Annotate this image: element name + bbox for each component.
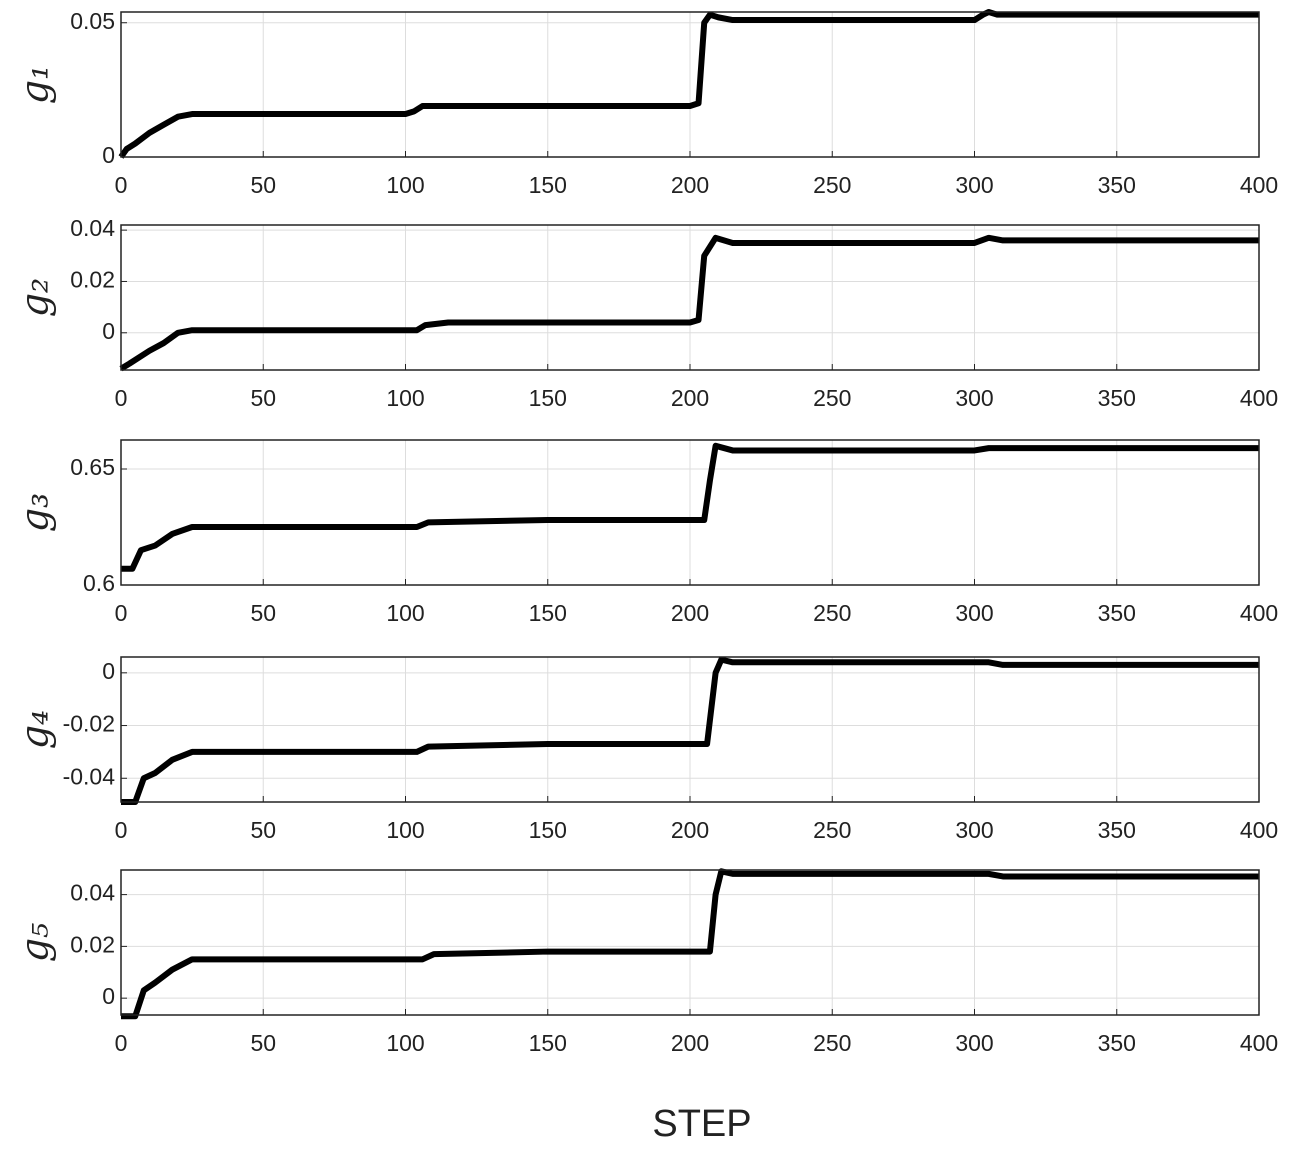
x-tick-label: 400 — [1240, 817, 1278, 843]
x-tick-label: 250 — [813, 385, 851, 411]
x-tick-label: 250 — [813, 817, 851, 843]
y-tick-label: 0.02 — [70, 931, 115, 957]
x-axis-label: STEP — [652, 1103, 751, 1145]
y-axis-label: g₅ — [13, 923, 57, 963]
y-tick-label: 0.65 — [70, 454, 115, 480]
y-tick-label: 0.05 — [70, 8, 115, 34]
x-tick-label: 150 — [529, 817, 567, 843]
x-tick-label: 150 — [529, 172, 567, 198]
x-tick-label: 350 — [1098, 600, 1136, 626]
data-line — [121, 442, 1259, 572]
x-tick-label: 150 — [529, 385, 567, 411]
y-tick-label: 0.02 — [70, 267, 115, 293]
data-line — [121, 656, 1259, 805]
data-line — [121, 868, 1259, 1020]
y-axis-label: g₂ — [13, 278, 57, 318]
x-tick-label: 350 — [1098, 1030, 1136, 1056]
x-tick-label: 300 — [955, 600, 993, 626]
y-axis-label: g₄ — [13, 710, 57, 750]
y-tick-label: 0 — [102, 983, 115, 1009]
x-tick-label: 300 — [955, 817, 993, 843]
x-tick-label: 100 — [386, 817, 424, 843]
x-tick-label: 0 — [115, 385, 128, 411]
x-tick-label: 50 — [250, 385, 276, 411]
x-tick-label: 300 — [955, 172, 993, 198]
y-axis-label: g₁ — [13, 65, 57, 105]
y-tick-label: -0.02 — [63, 711, 115, 737]
x-tick-label: 200 — [671, 385, 709, 411]
x-tick-label: 250 — [813, 600, 851, 626]
x-tick-label: 0 — [115, 817, 128, 843]
y-tick-label: 0 — [102, 318, 115, 344]
y-tick-label: 0.04 — [70, 215, 115, 241]
x-tick-label: 150 — [529, 600, 567, 626]
x-tick-label: 200 — [671, 172, 709, 198]
x-tick-label: 100 — [386, 600, 424, 626]
y-tick-label: -0.04 — [63, 763, 116, 789]
y-tick-label: 0 — [102, 658, 115, 684]
x-tick-label: 0 — [115, 1030, 128, 1056]
x-tick-label: 200 — [671, 600, 709, 626]
x-tick-label: 400 — [1240, 600, 1278, 626]
x-tick-label: 350 — [1098, 172, 1136, 198]
x-tick-label: 350 — [1098, 817, 1136, 843]
x-tick-label: 350 — [1098, 385, 1136, 411]
axes-box — [120, 869, 1260, 1016]
x-tick-label: 50 — [250, 172, 276, 198]
x-tick-label: 400 — [1240, 1030, 1278, 1056]
x-tick-label: 400 — [1240, 385, 1278, 411]
x-tick-label: 0 — [115, 172, 128, 198]
x-tick-label: 250 — [813, 172, 851, 198]
x-tick-label: 50 — [250, 600, 276, 626]
x-tick-label: 400 — [1240, 172, 1278, 198]
axes-box — [120, 656, 1260, 803]
y-tick-label: 0 — [102, 142, 115, 168]
y-tick-label: 0.6 — [83, 570, 115, 596]
x-tick-label: 250 — [813, 1030, 851, 1056]
data-line — [119, 234, 1259, 372]
x-tick-label: 300 — [955, 385, 993, 411]
y-axis-label: g₃ — [13, 493, 57, 533]
x-tick-label: 300 — [955, 1030, 993, 1056]
y-tick-label: 0.04 — [70, 880, 115, 906]
axes-box — [120, 11, 1260, 158]
x-tick-label: 50 — [250, 1030, 276, 1056]
x-tick-label: 200 — [671, 817, 709, 843]
axes-box — [120, 224, 1260, 371]
x-tick-label: 200 — [671, 1030, 709, 1056]
x-tick-label: 100 — [386, 172, 424, 198]
x-tick-label: 50 — [250, 817, 276, 843]
axes-box — [120, 439, 1260, 586]
x-tick-label: 100 — [386, 1030, 424, 1056]
data-line — [118, 9, 1259, 159]
x-tick-label: 100 — [386, 385, 424, 411]
x-tick-label: 150 — [529, 1030, 567, 1056]
x-tick-label: 0 — [115, 600, 128, 626]
